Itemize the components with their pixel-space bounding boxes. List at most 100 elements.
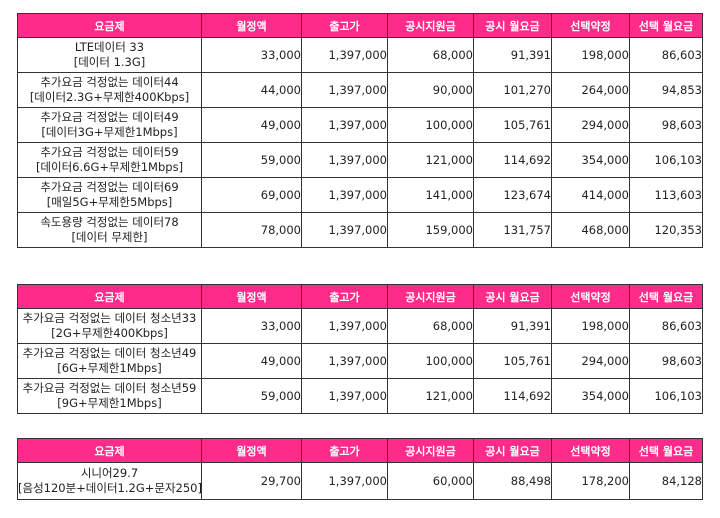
contract-discount-cell: 294,000 <box>551 107 630 143</box>
subsidy-monthly-cell: 91,391 <box>473 37 552 73</box>
plan-table-senior: 요금제 월정액 출고가 공시지원금 공시 월요금 선택약정 선택 월요금 시니어29.7 [음성… <box>17 438 703 500</box>
subsidy-monthly-cell: 131,757 <box>473 212 552 248</box>
monthly-fee-cell: 29,700 <box>201 462 302 500</box>
plan-name-cell: 추가요금 걱정없는 데이터59 [데이터6.6G+무제한1Mbps] <box>17 142 202 178</box>
plan-name-line: 추가요금 걱정없는 데이터 청소년59 <box>22 381 197 395</box>
subsidy-monthly-cell: 114,692 <box>473 142 552 178</box>
monthly-fee-cell: 44,000 <box>201 72 302 108</box>
subsidy-cell: 100,000 <box>387 343 474 379</box>
subsidy-cell: 121,000 <box>387 378 474 414</box>
contract-discount-header: 선택약정 <box>551 438 630 463</box>
monthly-fee-header: 월정액 <box>201 13 302 38</box>
retail-price-cell: 1,397,000 <box>301 37 388 73</box>
contract-discount-cell: 468,000 <box>551 212 630 248</box>
table-row: 추가요금 걱정없는 데이터 청소년49 [6G+무제한1Mbps] 49,000 1,… <box>17 343 703 379</box>
subsidy-cell: 90,000 <box>387 72 474 108</box>
subsidy-cell: 68,000 <box>387 37 474 73</box>
plan-name-cell: 추가요금 걱정없는 데이터 청소년49 [6G+무제한1Mbps] <box>17 343 202 379</box>
monthly-fee-cell: 33,000 <box>201 37 302 73</box>
subsidy-monthly-header: 공시 월요금 <box>473 13 552 38</box>
contract-discount-cell: 354,000 <box>551 142 630 178</box>
retail-price-cell: 1,397,000 <box>301 308 388 344</box>
plan-table-youth: 요금제 월정액 출고가 공시지원금 공시 월요금 선택약정 선택 월요금 추가요금 걱정없는 … <box>17 284 703 414</box>
contract-discount-cell: 178,200 <box>551 462 630 500</box>
plan-name-cell: 추가요금 걱정없는 데이터49 [데이터3G+무제한1Mbps] <box>17 107 202 143</box>
plan-name-cell: 추가요금 걱정없는 데이터69 [매일5G+무제한5Mbps] <box>17 177 202 213</box>
plan-name-line: 추가요금 걱정없는 데이터 청소년33 <box>22 311 197 325</box>
table-row: 추가요금 걱정없는 데이터44 [데이터2.3G+무제한400Kbps] 44,00… <box>17 72 703 108</box>
subsidy-monthly-cell: 91,391 <box>473 308 552 344</box>
retail-price-cell: 1,397,000 <box>301 142 388 178</box>
contract-monthly-cell: 94,853 <box>629 72 703 108</box>
plan-name-cell: 추가요금 걱정없는 데이터 청소년33 [2G+무제한400Kbps] <box>17 308 202 344</box>
plan-name-line: [2G+무제한400Kbps] <box>51 326 168 340</box>
table-row: 추가요금 걱정없는 데이터 청소년59 [9G+무제한1Mbps] 59,000 1,… <box>17 378 703 414</box>
contract-discount-cell: 414,000 <box>551 177 630 213</box>
monthly-fee-cell: 49,000 <box>201 343 302 379</box>
subsidy-header: 공시지원금 <box>387 13 474 38</box>
contract-monthly-cell: 98,603 <box>629 343 703 379</box>
subsidy-monthly-cell: 105,761 <box>473 107 552 143</box>
table-row: 속도용량 걱정없는 데이터78 [데이터 무제한] 78,000 1,397,000 1… <box>17 212 703 248</box>
contract-discount-cell: 264,000 <box>551 72 630 108</box>
contract-discount-header: 선택약정 <box>551 13 630 38</box>
monthly-fee-cell: 49,000 <box>201 107 302 143</box>
contract-monthly-header: 선택 월요금 <box>629 284 703 309</box>
monthly-fee-cell: 59,000 <box>201 378 302 414</box>
monthly-fee-cell: 59,000 <box>201 142 302 178</box>
retail-price-cell: 1,397,000 <box>301 107 388 143</box>
plan-name-line: 추가요금 걱정없는 데이터 청소년49 <box>22 346 197 360</box>
plan-name-cell: 시니어29.7 [음성120분+데이터1.2G+문자250] <box>17 462 202 500</box>
contract-monthly-header: 선택 월요금 <box>629 438 703 463</box>
plan-name-line: [음성120분+데이터1.2G+문자250] <box>18 481 202 495</box>
subsidy-monthly-header: 공시 월요금 <box>473 438 552 463</box>
contract-discount-cell: 354,000 <box>551 378 630 414</box>
retail-price-cell: 1,397,000 <box>301 378 388 414</box>
plan-name-line: 추가요금 걱정없는 데이터49 <box>40 110 179 124</box>
contract-monthly-cell: 106,103 <box>629 378 703 414</box>
contract-discount-cell: 198,000 <box>551 37 630 73</box>
table-row: 추가요금 걱정없는 데이터59 [데이터6.6G+무제한1Mbps] 59,000 1… <box>17 142 703 178</box>
contract-discount-cell: 294,000 <box>551 343 630 379</box>
plan-name-cell: LTE데이터 33 [데이터 1.3G] <box>17 37 202 73</box>
subsidy-monthly-cell: 123,674 <box>473 177 552 213</box>
table-row: 추가요금 걱정없는 데이터49 [데이터3G+무제한1Mbps] 49,000 1,3… <box>17 107 703 143</box>
plan-name-line: [데이터3G+무제한1Mbps] <box>41 125 178 139</box>
monthly-fee-header: 월정액 <box>201 438 302 463</box>
retail-price-cell: 1,397,000 <box>301 72 388 108</box>
header-row: 요금제 월정액 출고가 공시지원금 공시 월요금 선택약정 선택 월요금 <box>17 13 703 38</box>
contract-discount-header: 선택약정 <box>551 284 630 309</box>
plan-name-cell: 추가요금 걱정없는 데이터44 [데이터2.3G+무제한400Kbps] <box>17 72 202 108</box>
header-row: 요금제 월정액 출고가 공시지원금 공시 월요금 선택약정 선택 월요금 <box>17 438 703 463</box>
subsidy-monthly-cell: 101,270 <box>473 72 552 108</box>
retail-price-cell: 1,397,000 <box>301 212 388 248</box>
plan-table-general: 요금제 월정액 출고가 공시지원금 공시 월요금 선택약정 선택 월요금 LTE데이터 33[… <box>17 13 703 248</box>
table-row: 추가요금 걱정없는 데이터 청소년33 [2G+무제한400Kbps] 33,000… <box>17 308 703 344</box>
contract-discount-cell: 198,000 <box>551 308 630 344</box>
monthly-fee-cell: 33,000 <box>201 308 302 344</box>
plan-name-line: [데이터 1.3G] <box>73 55 146 69</box>
contract-monthly-cell: 84,128 <box>629 462 703 500</box>
plan-name-line: 추가요금 걱정없는 데이터69 <box>40 180 179 194</box>
plan-header: 요금제 <box>17 284 202 309</box>
retail-price-header: 출고가 <box>301 438 388 463</box>
table-row: 시니어29.7 [음성120분+데이터1.2G+문자250] 29,700 1,397… <box>17 462 703 500</box>
subsidy-monthly-header: 공시 월요금 <box>473 284 552 309</box>
subsidy-header: 공시지원금 <box>387 438 474 463</box>
plan-header: 요금제 <box>17 438 202 463</box>
table-row: LTE데이터 33 [데이터 1.3G] 33,000 1,397,000 68,000… <box>17 37 703 73</box>
retail-price-cell: 1,397,000 <box>301 462 388 500</box>
contract-monthly-cell: 98,603 <box>629 107 703 143</box>
header-row: 요금제 월정액 출고가 공시지원금 공시 월요금 선택약정 선택 월요금 <box>17 284 703 309</box>
plan-name-cell: 속도용량 걱정없는 데이터78 [데이터 무제한] <box>17 212 202 248</box>
plan-name-line: LTE데이터 33 <box>74 40 145 54</box>
contract-monthly-cell: 120,353 <box>629 212 703 248</box>
retail-price-cell: 1,397,000 <box>301 177 388 213</box>
subsidy-monthly-cell: 114,692 <box>473 378 552 414</box>
plan-name-line: [6G+무제한1Mbps] <box>57 361 162 375</box>
plan-name-line: [데이터6.6G+무제한1Mbps] <box>35 160 184 174</box>
monthly-fee-header: 월정액 <box>201 284 302 309</box>
subsidy-monthly-cell: 105,761 <box>473 343 552 379</box>
contract-monthly-cell: 106,103 <box>629 142 703 178</box>
contract-monthly-header: 선택 월요금 <box>629 13 703 38</box>
